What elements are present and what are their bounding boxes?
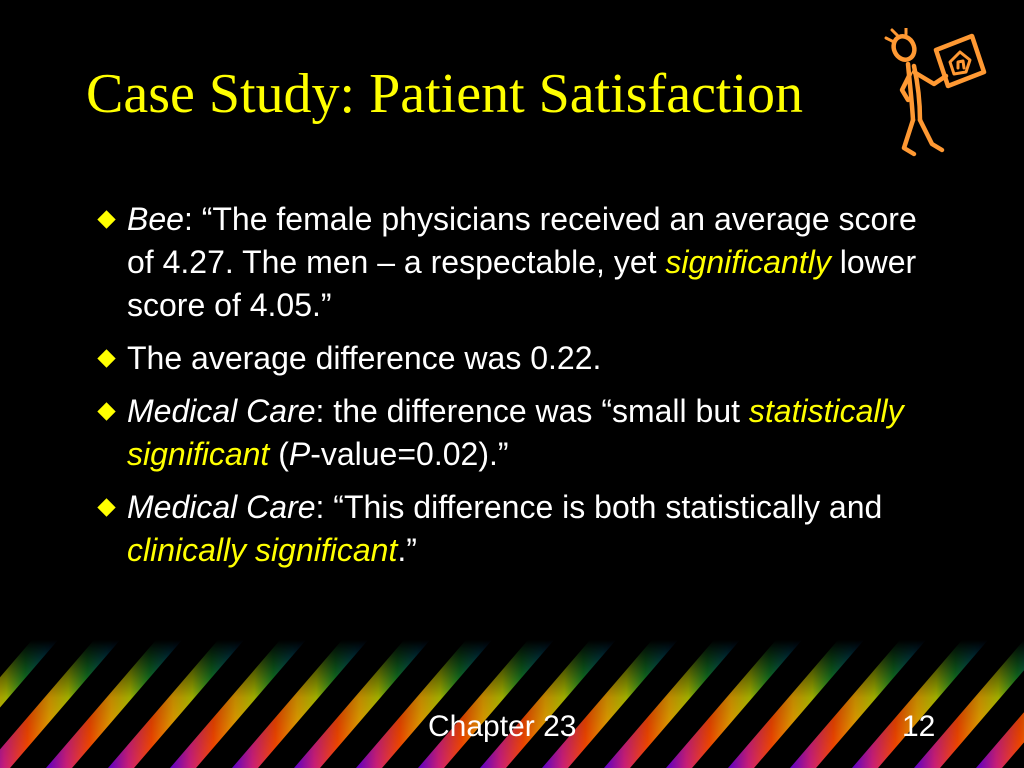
bullet-item: Medical Care: the difference was “small …: [96, 390, 926, 476]
italic-text: P: [288, 436, 311, 472]
italic-text: Bee: [127, 201, 184, 237]
emphasis-text: significantly: [665, 244, 831, 280]
person-holding-sign-icon: [880, 26, 990, 164]
body-text: -value=0.02).”: [310, 436, 509, 472]
body-text: : “The female physicians received an ave…: [127, 201, 917, 280]
body-text: (: [269, 436, 289, 472]
body-text: .”: [397, 532, 417, 568]
italic-text: Medical Care: [127, 393, 316, 429]
body-text: The average difference was 0.22.: [127, 340, 602, 376]
footer-chapter: Chapter 23: [428, 710, 577, 743]
emphasis-text: clinically significant: [127, 532, 398, 568]
body-text: : the difference was “small but: [315, 393, 749, 429]
body-text: : “This difference is both statistically…: [315, 489, 883, 525]
diamond-bullet-icon: [97, 210, 116, 229]
diamond-bullet-icon: [97, 349, 116, 368]
italic-text: Medical Care: [127, 489, 316, 525]
bullet-item: Medical Care: “This difference is both s…: [96, 486, 926, 572]
page-number: 12: [902, 710, 936, 743]
bullet-item: Bee: “The female physicians received an …: [96, 198, 926, 327]
diamond-bullet-icon: [97, 498, 116, 517]
slide-title: Case Study: Patient Satisfaction: [86, 63, 804, 125]
emphasis-text: statistically significant: [127, 393, 904, 472]
rainbow-stripe-band: [0, 640, 1024, 768]
bullet-list: Bee: “The female physicians received an …: [96, 198, 926, 572]
bullet-item: The average difference was 0.22.: [96, 337, 926, 380]
diamond-bullet-icon: [97, 402, 116, 421]
body-text: lower score of 4.05.”: [127, 244, 917, 323]
